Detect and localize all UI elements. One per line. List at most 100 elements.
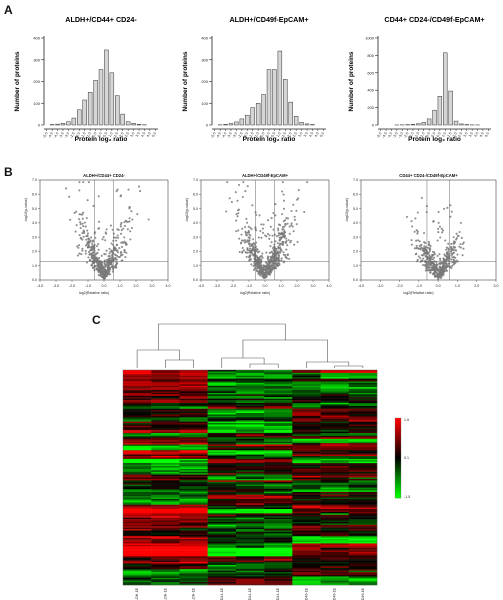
heatmap-cell (235, 491, 265, 494)
data-point (416, 239, 420, 242)
heatmap-cell (235, 577, 265, 580)
data-point (264, 274, 267, 277)
x-tick-label: -1.0 (416, 284, 422, 288)
heatmap-cell (264, 562, 293, 564)
heatmap-cell (207, 433, 237, 435)
data-point (124, 241, 128, 244)
heatmap-cell (151, 559, 180, 561)
data-point (277, 245, 280, 248)
heatmap-cell (348, 488, 378, 491)
heatmap-cell (320, 380, 349, 382)
data-point (439, 257, 442, 260)
heatmap-cell (320, 382, 349, 385)
data-point (280, 249, 283, 252)
heatmap-cell (235, 490, 265, 493)
heatmap-cell (320, 521, 349, 524)
heatmap-cell (151, 496, 180, 498)
heatmap-cell (292, 404, 321, 407)
heatmap-cell (179, 392, 208, 395)
heatmap-cell (207, 458, 237, 461)
heatmap-cell (235, 445, 265, 448)
data-point (81, 217, 84, 220)
data-point (287, 239, 290, 242)
data-point (445, 259, 448, 263)
data-point (74, 230, 77, 233)
color-key-swatch (395, 494, 401, 497)
data-point (452, 251, 455, 254)
x-tick-label: 1.0 (455, 284, 460, 288)
heatmap-cell (292, 447, 321, 450)
heatmap-cell (320, 392, 349, 395)
heatmap-cell (179, 529, 208, 531)
data-point (405, 215, 408, 218)
heatmap-cell (235, 443, 265, 445)
data-point (76, 254, 79, 257)
heatmap-cell (179, 511, 208, 514)
heatmap-cell (151, 444, 180, 447)
heatmap-cell (151, 427, 180, 429)
heatmap-cell (235, 580, 265, 583)
heatmap-cell (320, 572, 349, 574)
heatmap-cell (207, 504, 237, 507)
data-point (283, 225, 286, 228)
heatmap-cell (235, 405, 265, 408)
x-tick-label: 1.0 (279, 284, 284, 288)
heatmap-cell (235, 506, 265, 508)
data-point (265, 261, 268, 265)
data-point (445, 248, 448, 251)
heatmap-cell (348, 539, 378, 541)
x-tick-label: 4.0 (327, 284, 332, 288)
heatmap-cell (179, 381, 208, 384)
heatmap-cell (151, 526, 180, 528)
heatmap-cell (151, 413, 180, 415)
heatmap-cell (235, 493, 265, 495)
heatmap-cell (207, 507, 237, 510)
heatmap-cell (320, 397, 349, 399)
heatmap-cell (292, 384, 321, 386)
heatmap-cell (320, 408, 349, 411)
data-point (439, 272, 442, 276)
heatmap-cell (320, 437, 349, 439)
heatmap-cell (235, 370, 265, 372)
heatmap-cell (320, 527, 349, 530)
heatmap-cell (292, 569, 321, 571)
heatmap-cell (264, 549, 293, 551)
heatmap-cell (348, 394, 378, 396)
data-point (437, 210, 440, 214)
data-point (82, 235, 85, 238)
y-tick-label: 1000 (365, 36, 375, 41)
heatmap-cell (123, 433, 152, 435)
heatmap-cell (207, 567, 237, 570)
color-key-swatch (395, 434, 401, 437)
data-point (428, 247, 432, 250)
x-tick-label: 0.5 (436, 132, 442, 138)
data-point (246, 251, 249, 254)
heatmap-cell (123, 390, 152, 392)
heatmap-cell (348, 484, 378, 487)
heatmap-cell (292, 564, 321, 567)
x-tick-label: 4.0 (308, 132, 314, 138)
x-tick-label: -5.0 (210, 132, 217, 139)
histogram-bar (277, 50, 283, 126)
heatmap-cell (123, 531, 152, 534)
data-point (125, 243, 128, 246)
x-axis-label: Protein log₂ ratio (243, 136, 296, 143)
heatmap-cell (207, 531, 237, 534)
heatmap-cell (348, 435, 378, 438)
heatmap-cell (179, 509, 208, 511)
heatmap-cell (264, 466, 293, 468)
data-point (457, 234, 460, 237)
data-point (456, 253, 459, 256)
histogram-bar (55, 123, 60, 126)
heatmap-cell (179, 534, 208, 537)
heatmap-cell (320, 544, 349, 547)
heatmap-cell (292, 397, 321, 399)
heatmap-cell (320, 476, 349, 478)
data-point (433, 256, 436, 259)
dendrogram-branch (249, 363, 279, 368)
heatmap-cell (123, 392, 152, 395)
heatmap-cell (207, 440, 237, 442)
data-point (432, 266, 435, 269)
heatmap-cell (235, 501, 265, 504)
heatmap-cell (320, 440, 349, 442)
